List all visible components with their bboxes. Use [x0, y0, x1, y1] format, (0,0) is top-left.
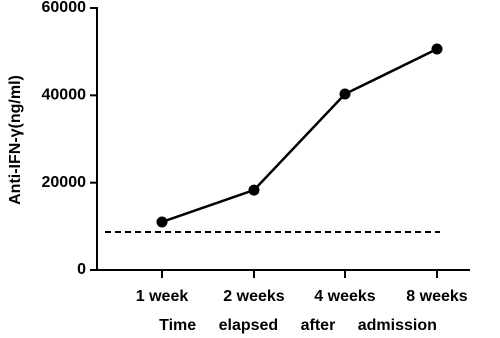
- data-line: [161, 47, 438, 224]
- x-axis-label: Time elapsed after admission: [159, 317, 437, 334]
- data-point: [339, 88, 351, 100]
- data-point: [156, 216, 168, 228]
- x-tick-label: 1 week: [136, 288, 189, 305]
- data-point: [431, 43, 443, 55]
- x-tick-label: 4 weeks: [314, 288, 375, 305]
- y-tick-label: 40000: [42, 87, 87, 104]
- x-tick-label: 2 weeks: [223, 288, 284, 305]
- x-tick-label: 8 weeks: [406, 288, 467, 305]
- y-axis-label: Anti-IFN-γ(ng/ml): [7, 75, 24, 205]
- y-tick-label: 0: [77, 261, 86, 278]
- y-tick-label: 20000: [42, 174, 87, 191]
- data-point: [248, 184, 260, 196]
- y-tick-label: 60000: [42, 0, 87, 16]
